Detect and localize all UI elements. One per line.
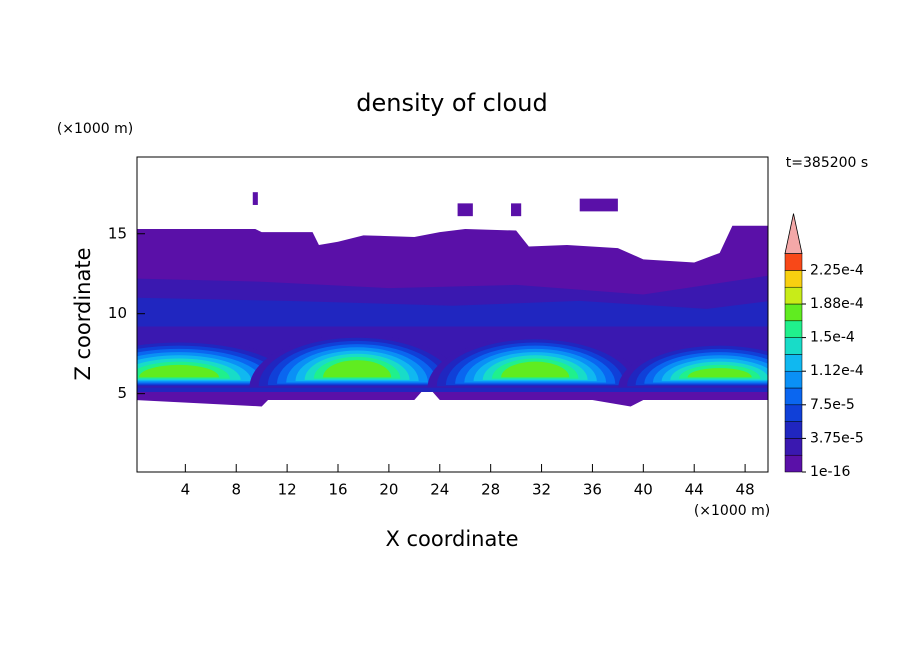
colorbar-band [784,253,803,271]
x-tick-label: 20 [379,481,398,499]
colorbar-band [784,454,803,473]
x-tick-label: 24 [430,481,449,499]
y-tick-label: 15 [108,224,127,242]
x-tick-label: 44 [685,481,704,499]
y-unit: (×1000 m) [57,121,133,137]
contour-region [501,361,570,378]
x-tick-label: 48 [736,481,755,499]
colorbar-extend [784,213,803,255]
x-tick-label: 8 [231,481,241,499]
contour-region [323,360,392,378]
contour-region [457,203,473,217]
contour-region [511,203,522,217]
x-unit: (×1000 m) [694,503,770,519]
y-tick-label: 5 [117,384,127,402]
colorbar-tick-label: 1.88e-4 [810,296,864,312]
x-tick-label: 28 [481,481,500,499]
chart-title: density of cloud [356,89,547,117]
colorbar-band [784,337,803,355]
x-axis-label: X coordinate [385,527,518,551]
contour-region [252,192,258,205]
y-axis-label: Z coordinate [71,247,95,380]
colorbar-tick-label: 3.75e-5 [810,430,864,446]
colorbar-band [784,370,803,389]
colorbar-band [784,320,803,338]
colorbar-band [784,404,803,422]
colorbar-band [784,438,803,456]
x-tick-label: 36 [583,481,602,499]
colorbar-band [784,354,803,372]
x-tick-label: 4 [181,481,191,499]
colorbar-band [784,303,803,322]
colorbar-tick-label: 1.5e-4 [810,330,855,346]
time-label: t=385200 s [786,155,868,171]
contour-region [137,297,768,327]
contour-region [579,198,618,212]
contour-field [137,192,768,407]
colorbar-band [784,421,803,439]
x-tick-label: 16 [328,481,347,499]
y-tick-label: 10 [108,304,127,322]
x-tick-label: 40 [634,481,653,499]
contour-region [138,364,220,378]
colorbar-tick-label: 2.25e-4 [810,262,864,278]
colorbar-band [784,286,803,305]
colorbar-tick-label: 1e-16 [810,464,850,480]
plot-frame [136,156,769,473]
colorbar-band [784,270,803,288]
x-tick-label: 12 [278,481,297,499]
x-tick-label: 32 [532,481,551,499]
colorbar-band [784,387,803,406]
colorbar-tick-label: 1.12e-4 [810,363,864,379]
contour-region [687,368,752,378]
colorbar-tick-label: 7.5e-5 [810,397,855,413]
